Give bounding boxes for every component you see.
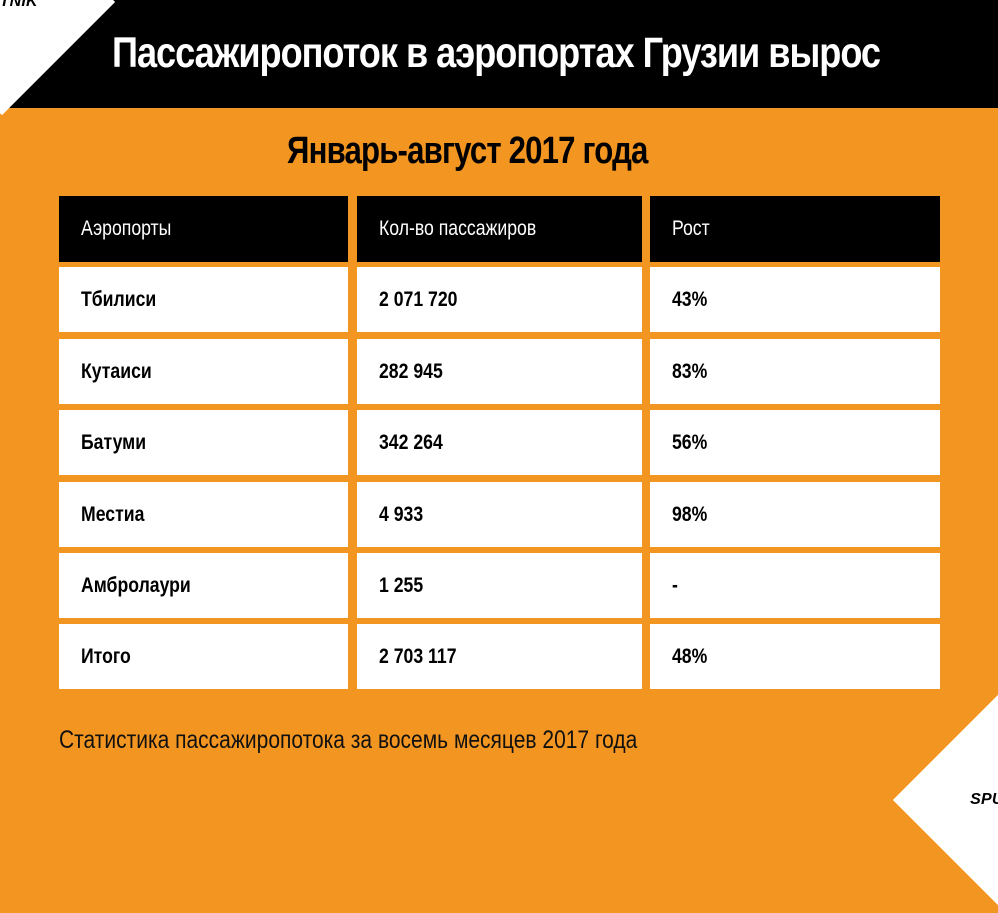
table-cell-r2-c1: 342 264 xyxy=(357,410,642,475)
table-header-cell-2: Рост xyxy=(650,196,940,262)
table-cell-r5-c1-text: 2 703 117 xyxy=(379,644,457,668)
table-cell-r5-c0: Итого xyxy=(59,624,348,689)
footer-note: Статистика пассажиропотока за восемь мес… xyxy=(59,726,638,754)
table-cell-r5-c2-text: 48% xyxy=(672,644,708,668)
table-cell-r0-c0-text: Тбилиси xyxy=(81,287,157,311)
table-cell-r4-c0-text: Амбролаури xyxy=(81,573,191,597)
table-cell-r3-c0: Местиа xyxy=(59,482,348,547)
table-cell-r3-c1: 4 933 xyxy=(357,482,642,547)
table-cell-r1-c1: 282 945 xyxy=(357,339,642,404)
table-cell-r1-c1-text: 282 945 xyxy=(379,359,443,383)
table-cell-r5-c1: 2 703 117 xyxy=(357,624,642,689)
table-cell-r1-c0-text: Кутаиси xyxy=(81,359,152,383)
table-cell-r2-c0-text: Батуми xyxy=(81,430,147,454)
table-header-cell-1: Кол-во пассажиров xyxy=(357,196,642,262)
table-cell-r3-c2-text: 98% xyxy=(672,502,708,526)
table-cell-r0-c1-text: 2 071 720 xyxy=(379,287,458,311)
table-cell-r2-c1-text: 342 264 xyxy=(379,430,443,454)
table-cell-r0-c0: Тбилиси xyxy=(59,267,348,332)
table-cell-r1-c0: Кутаиси xyxy=(59,339,348,404)
table-cell-r4-c1: 1 255 xyxy=(357,553,642,618)
table-header-cell-2-text: Рост xyxy=(672,217,710,240)
table-cell-r4-c0: Амбролаури xyxy=(59,553,348,618)
table-cell-r0-c2: 43% xyxy=(650,267,940,332)
table-cell-r0-c1: 2 071 720 xyxy=(357,267,642,332)
table-cell-r2-c0: Батуми xyxy=(59,410,348,475)
table-cell-r3-c0-text: Местиа xyxy=(81,502,145,526)
table-cell-r0-c2-text: 43% xyxy=(672,287,708,311)
table-cell-r5-c2: 48% xyxy=(650,624,940,689)
sputnik-logo-top-text: SPUTNIK xyxy=(0,0,38,10)
table-cell-r2-c2: 56% xyxy=(650,410,940,475)
sputnik-logo-bottom: SPUTNIK xyxy=(892,686,998,913)
table-cell-r2-c2-text: 56% xyxy=(672,430,708,454)
table-subtitle: Январь-август 2017 года xyxy=(287,130,648,172)
table-cell-r4-c1-text: 1 255 xyxy=(379,573,424,597)
page-title: Пассажиропоток в аэропортах Грузии вырос xyxy=(112,29,881,77)
table-cell-r3-c2: 98% xyxy=(650,482,940,547)
table-cell-r4-c2: - xyxy=(650,553,940,618)
table-cell-r3-c1-text: 4 933 xyxy=(379,502,424,526)
header-bar xyxy=(0,0,998,108)
table-header-cell-0-text: Аэропорты xyxy=(81,217,172,240)
table-cell-r1-c2-text: 83% xyxy=(672,359,708,383)
table-header-cell-1-text: Кол-во пассажиров xyxy=(379,217,537,240)
table-cell-r1-c2: 83% xyxy=(650,339,940,404)
table-cell-r4-c2-text: - xyxy=(672,573,678,597)
table-cell-r5-c0-text: Итого xyxy=(81,644,131,668)
table-header-cell-0: Аэропорты xyxy=(59,196,348,262)
